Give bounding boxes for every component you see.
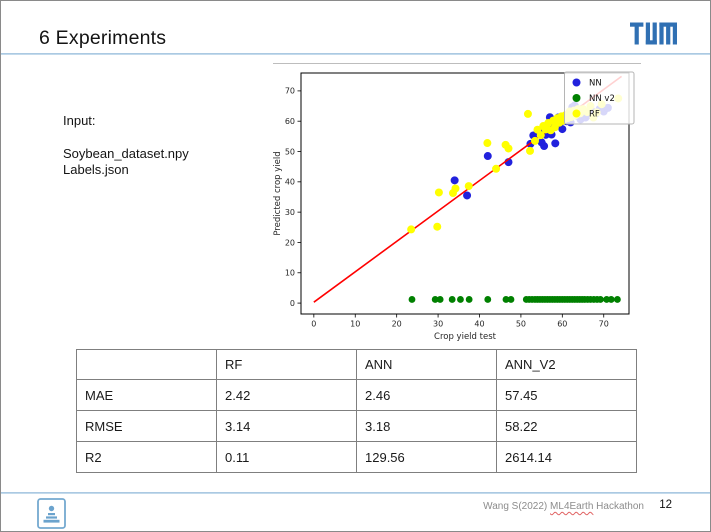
- tum-logo-icon: [630, 22, 677, 45]
- input-file-dataset: Soybean_dataset.npy: [63, 146, 189, 161]
- table-header-cell: ANN_V2: [496, 349, 637, 380]
- experiment-scatter-figure: 0 10 20 30 40 50 60 70 0 10 20 30 40 50 60 70 Crop yield…: [273, 63, 641, 344]
- metrics-table: RF ANN ANN_V2 MAE 2.42 2.46 57.45 RMSE 3.14 3.18 5…: [76, 349, 637, 473]
- table-cell: 129.56: [356, 441, 497, 473]
- header-divider: [1, 53, 710, 55]
- svg-text:NN: NN: [589, 79, 602, 89]
- table-row-label: R2: [76, 441, 217, 473]
- svg-text:20: 20: [285, 238, 295, 247]
- svg-text:40: 40: [474, 320, 484, 329]
- footer-divider: [1, 492, 710, 494]
- table-cell: 3.14: [216, 410, 357, 442]
- svg-text:60: 60: [285, 117, 295, 126]
- table-cell: 3.18: [356, 410, 497, 442]
- page-number: 12: [659, 499, 672, 511]
- svg-text:30: 30: [433, 320, 443, 329]
- scatter-chart: 0 10 20 30 40 50 60 70 0 10 20 30 40 50 60 70 Crop yield…: [273, 71, 635, 342]
- svg-text:20: 20: [392, 320, 402, 329]
- table-header-cell: ANN: [356, 349, 497, 380]
- input-block: Input: Soybean_dataset.npy Labels.json: [63, 113, 189, 178]
- table-cell: 57.45: [496, 379, 637, 411]
- table-cell: 2.46: [356, 379, 497, 411]
- svg-text:50: 50: [516, 320, 526, 329]
- table-row: MAE 2.42 2.46 57.45: [76, 379, 637, 411]
- svg-text:10: 10: [350, 320, 360, 329]
- svg-text:Predicted crop yield: Predicted crop yield: [273, 151, 283, 235]
- table-row-label: MAE: [76, 379, 217, 411]
- input-file-labels: Labels.json: [63, 162, 129, 177]
- svg-text:0: 0: [290, 299, 295, 308]
- svg-text:NN v2: NN v2: [589, 94, 615, 104]
- table-header-cell: [76, 349, 217, 380]
- svg-text:70: 70: [599, 320, 609, 329]
- svg-text:30: 30: [285, 208, 295, 217]
- table-header-row: RF ANN ANN_V2: [76, 349, 637, 380]
- svg-text:0: 0: [311, 320, 316, 329]
- table-cell: 0.11: [216, 441, 357, 473]
- slide-title: 6 Experiments: [39, 27, 167, 49]
- footer-citation: Wang S(2022) ML4Earth Hackathon: [483, 501, 644, 512]
- svg-text:50: 50: [285, 147, 295, 156]
- table-cell: 2.42: [216, 379, 357, 411]
- table-row-label: RMSE: [76, 410, 217, 442]
- table-row: RMSE 3.14 3.18 58.22: [76, 410, 637, 442]
- input-label: Input:: [63, 113, 96, 128]
- svg-text:Crop yield test: Crop yield test: [434, 332, 497, 342]
- table-row: R2 0.11 129.56 2614.14: [76, 441, 637, 473]
- table-cell: 58.22: [496, 410, 637, 442]
- svg-text:60: 60: [557, 320, 567, 329]
- table-cell: 2614.14: [496, 441, 637, 473]
- svg-text:40: 40: [285, 178, 295, 187]
- svg-text:RF: RF: [589, 110, 600, 120]
- presenter-podium-icon: [37, 498, 66, 529]
- footer-citation-highlight: ML4Earth: [550, 501, 594, 512]
- footer-citation-suffix: Hackathon: [593, 501, 644, 512]
- svg-text:10: 10: [285, 269, 295, 278]
- footer-citation-prefix: Wang S(2022): [483, 501, 551, 512]
- table-header-cell: RF: [216, 349, 357, 380]
- svg-text:70: 70: [285, 87, 295, 96]
